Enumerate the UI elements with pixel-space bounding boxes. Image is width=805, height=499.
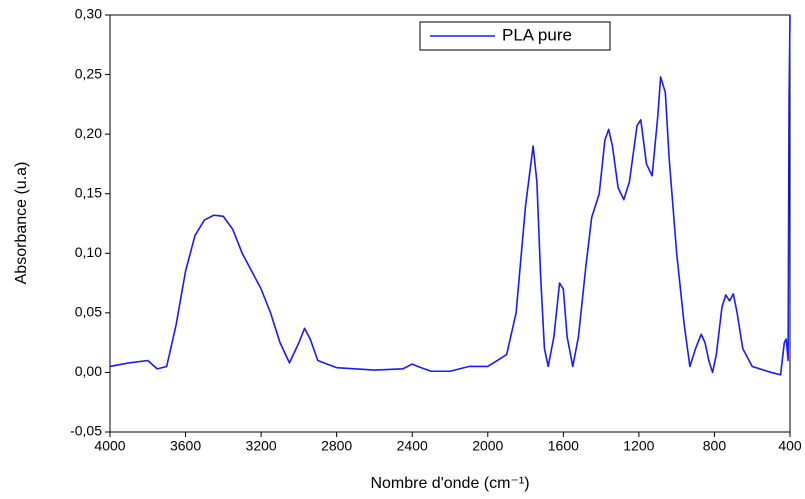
y-tick-label: 0,10: [75, 244, 102, 260]
y-tick-label: 0,25: [75, 65, 102, 81]
x-axis-title: Nombre d'onde (cm⁻¹): [370, 475, 529, 492]
x-tick-label: 4000: [94, 438, 125, 454]
y-tick-label: 0,00: [75, 363, 102, 379]
x-tick-label: 800: [703, 438, 727, 454]
x-tick-label: 2000: [472, 438, 503, 454]
x-tick-label: 1200: [623, 438, 654, 454]
x-tick-label: 2800: [321, 438, 352, 454]
y-tick-label: 0,15: [75, 184, 102, 200]
x-tick-label: 400: [778, 438, 802, 454]
legend-box: [419, 21, 611, 51]
x-tick-label: 2400: [397, 438, 428, 454]
y-tick-label: 0,20: [75, 125, 102, 141]
y-tick-label: 0,30: [75, 6, 102, 22]
legend-label: PLA pure: [502, 25, 572, 44]
spectrum-line: [109, 14, 791, 376]
x-tick-label: 3200: [246, 438, 277, 454]
plot-frame: [109, 14, 791, 433]
x-tick-label: 3600: [170, 438, 201, 454]
y-tick-label: 0,05: [75, 304, 102, 320]
y-axis-title: Absorbance (u.a): [13, 162, 30, 285]
x-tick-label: 1600: [548, 438, 579, 454]
y-tick-label: -0,05: [70, 423, 102, 439]
